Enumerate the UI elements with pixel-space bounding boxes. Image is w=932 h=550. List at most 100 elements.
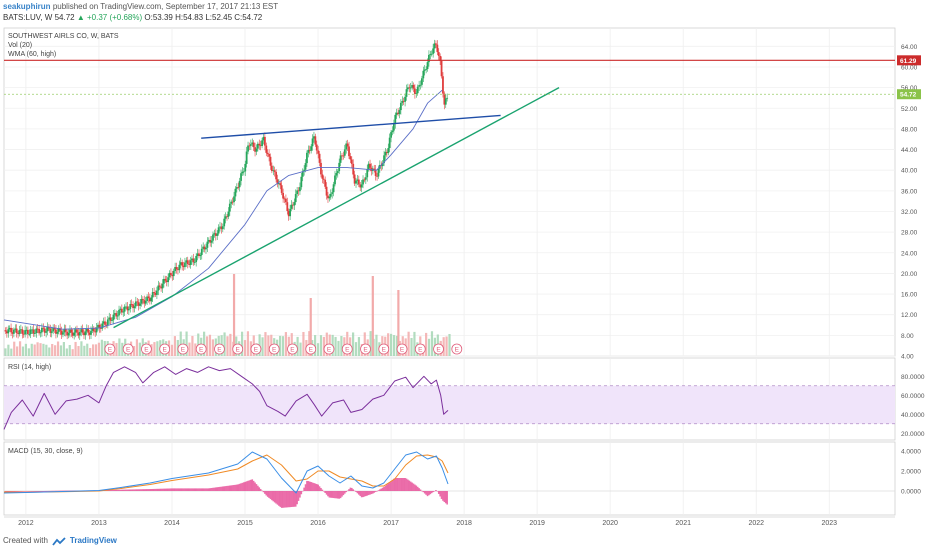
macd-histogram-bar: [358, 491, 360, 495]
volume-bar: [4, 348, 7, 356]
macd-histogram-bar: [143, 489, 146, 491]
candle-body: [342, 155, 345, 157]
earnings-marker: [141, 343, 152, 355]
macd-histogram-bar: [296, 491, 298, 505]
candle-body: [328, 196, 331, 199]
candle-body: [331, 192, 334, 194]
candle-body: [301, 171, 304, 177]
volume-bar: [188, 342, 191, 356]
macd-histogram-bar: [336, 491, 339, 499]
volume-bar: [30, 343, 33, 356]
candle-body: [172, 270, 175, 277]
macd-histogram-bar: [140, 489, 143, 491]
macd-histogram-bar: [338, 491, 340, 499]
macd-histogram-bar: [210, 487, 213, 491]
candle-body: [279, 183, 282, 186]
candle-body: [134, 301, 137, 307]
macd-histogram-bar: [243, 482, 245, 491]
macd-histogram-bar: [198, 488, 200, 491]
candle-body: [364, 177, 367, 180]
candle-body: [421, 78, 423, 85]
candle-body: [397, 112, 399, 115]
volume-bar: [211, 339, 214, 356]
candle-body: [304, 163, 307, 170]
candle-body: [212, 234, 214, 241]
y-tick-label: 56.00: [901, 85, 918, 92]
candle-body: [63, 328, 66, 333]
candle-body: [52, 327, 55, 332]
candle-body: [48, 326, 50, 329]
macd-histogram-bar: [376, 491, 378, 492]
candle-body: [21, 329, 24, 334]
macd-histogram-bar: [229, 485, 231, 491]
macd-tick-label: 4.0000: [901, 449, 921, 456]
macd-histogram-bar: [395, 478, 398, 491]
rsi-line: [3, 366, 449, 430]
candle-body: [442, 76, 444, 94]
x-tick-label: 2014: [164, 520, 180, 527]
candle-body: [435, 43, 437, 45]
candle-body: [90, 330, 92, 335]
macd-histogram-bar: [440, 491, 443, 499]
macd-histogram-bar: [286, 491, 289, 508]
volume-bar: [232, 274, 236, 356]
macd-histogram-bar: [231, 485, 234, 491]
macd-histogram-bar: [299, 491, 301, 498]
candle-body: [252, 142, 255, 148]
candle-body: [17, 333, 19, 335]
candle-body: [5, 331, 8, 334]
candle-body: [280, 185, 283, 193]
candle-body: [87, 328, 90, 333]
candle-body: [343, 149, 346, 156]
candle-body: [177, 269, 179, 271]
candle-body: [290, 204, 293, 209]
macd-histogram-bar: [397, 478, 399, 491]
rsi-tick-label: 40.0000: [901, 412, 925, 419]
volume-bar: [226, 336, 229, 356]
macd-tick-label: 2.0000: [901, 469, 921, 476]
candle-body: [184, 262, 186, 268]
candle-body: [202, 246, 205, 249]
candle-body: [381, 163, 384, 167]
candle-body: [57, 328, 60, 332]
x-tick-label: 2012: [18, 520, 34, 527]
candle-body: [141, 298, 144, 301]
macd-pane-label: MACD (15, 30, close, 9): [8, 448, 83, 455]
candle-body: [249, 144, 252, 146]
macd-histogram-bar: [359, 491, 362, 496]
macd-histogram-bar: [348, 489, 350, 491]
macd-histogram-bar: [179, 488, 182, 491]
candle-body: [64, 328, 67, 332]
candle-body: [277, 183, 280, 185]
macd-histogram-bar: [308, 481, 311, 491]
earnings-label: E: [144, 346, 149, 353]
volume-bar: [54, 345, 57, 356]
candle-body: [299, 187, 301, 192]
macd-line: [3, 451, 449, 494]
tradingview-brand[interactable]: TradingView: [69, 536, 117, 545]
macd-histogram-bar: [38, 491, 40, 492]
volume-bar: [316, 343, 320, 356]
macd-histogram-bar: [66, 490, 68, 492]
candle-body: [66, 331, 69, 336]
x-tick-label: 2021: [675, 520, 691, 527]
macd-histogram-bar: [290, 491, 293, 508]
volume-bar: [397, 290, 400, 356]
volume-bar: [319, 335, 323, 356]
candle-body: [210, 240, 213, 243]
candle-body: [346, 143, 349, 147]
macd-histogram-bar: [313, 483, 315, 491]
volume-bar: [185, 331, 188, 356]
author-link[interactable]: seakuphirun: [3, 2, 51, 11]
candle-body: [153, 292, 155, 294]
macd-histogram-bar: [20, 491, 22, 492]
candle-body: [49, 328, 52, 333]
macd-histogram-bar: [107, 490, 109, 491]
macd-histogram-bar: [423, 491, 426, 494]
candle-body: [127, 308, 130, 311]
candle-body: [42, 327, 45, 329]
macd-histogram-bar: [43, 490, 46, 492]
macd-histogram-bar: [234, 484, 237, 491]
volume-bar: [284, 332, 288, 356]
